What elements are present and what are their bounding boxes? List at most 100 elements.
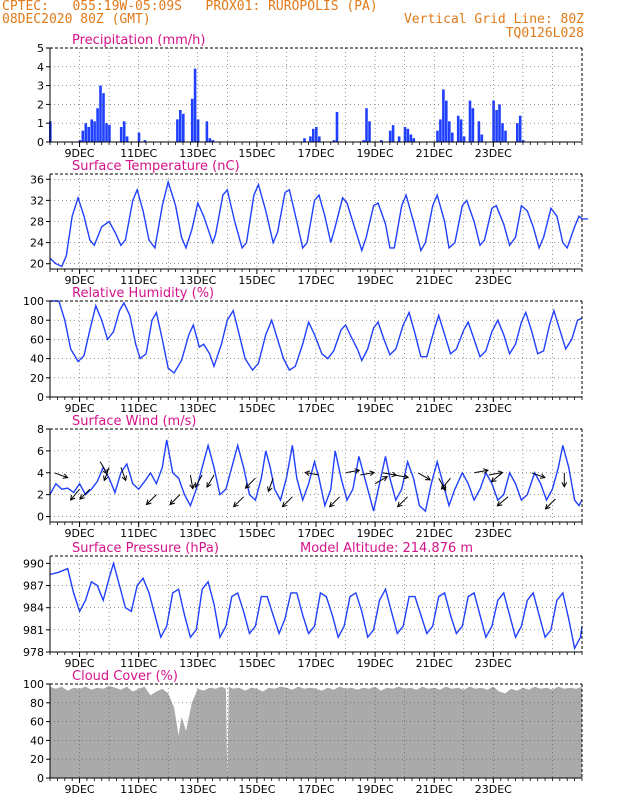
wind-arrow-head bbox=[267, 486, 273, 493]
cloud-cover-area bbox=[50, 685, 582, 778]
precip-bar bbox=[125, 136, 129, 142]
precip-bar bbox=[459, 119, 463, 142]
x-tick-label: 21DEC bbox=[416, 657, 453, 670]
x-tick-label: 11DEC bbox=[120, 402, 157, 415]
wind-arrow-head bbox=[544, 503, 551, 510]
y-tick-label: 3 bbox=[37, 80, 44, 93]
precip-bar bbox=[179, 110, 182, 142]
precip-bar bbox=[87, 127, 90, 142]
y-tick-label: 80 bbox=[30, 314, 44, 327]
x-tick-label: 23DEC bbox=[475, 527, 512, 540]
y-tick-label: 981 bbox=[23, 624, 44, 637]
precip-bar bbox=[409, 134, 413, 142]
y-tick-label: 60 bbox=[30, 333, 44, 346]
wind-arrow bbox=[474, 469, 488, 474]
x-tick-label: 23DEC bbox=[475, 274, 512, 287]
precip-bar bbox=[495, 110, 498, 142]
wind-series-line bbox=[49, 439, 583, 513]
wind-arrow-head bbox=[206, 482, 212, 489]
precip-bar bbox=[362, 140, 365, 142]
x-tick-label: 23DEC bbox=[475, 657, 512, 670]
x-tick-label: 13DEC bbox=[179, 783, 216, 796]
x-tick-label: 9DEC bbox=[65, 657, 95, 670]
wind-arrow-head bbox=[121, 475, 127, 482]
precip-bar bbox=[456, 115, 460, 142]
wind-arrow-head bbox=[382, 476, 389, 482]
y-tick-label: 28 bbox=[30, 216, 44, 229]
y-tick-label: 2 bbox=[37, 98, 44, 111]
wind-arrow bbox=[417, 472, 431, 481]
x-tick-label: 19DEC bbox=[357, 527, 394, 540]
y-tick-label: 1 bbox=[37, 117, 44, 130]
wind-title: Surface Wind (m/s) bbox=[72, 414, 196, 429]
precip-bar bbox=[448, 121, 451, 142]
wind-arrow-head bbox=[403, 473, 410, 480]
wind-arrow-head bbox=[354, 468, 361, 474]
wind-arrow bbox=[360, 472, 375, 476]
x-tick-label: 13DEC bbox=[179, 402, 216, 415]
wind-arrow-head bbox=[328, 501, 335, 508]
wind-arrow bbox=[194, 474, 203, 488]
wind-arrow bbox=[394, 474, 409, 478]
wind-arrow bbox=[206, 474, 215, 488]
wind-arrow bbox=[441, 477, 451, 490]
wind-arrow bbox=[146, 494, 157, 505]
precip-bar bbox=[406, 128, 410, 142]
wind-arrow bbox=[397, 496, 408, 508]
x-tick-label: 11DEC bbox=[120, 657, 157, 670]
precip-bar bbox=[99, 85, 102, 142]
precip-bar bbox=[468, 100, 472, 142]
x-tick-label: 21DEC bbox=[416, 527, 453, 540]
rh-series-line bbox=[50, 300, 583, 375]
wind-arrow-head bbox=[232, 501, 239, 508]
precip-bar bbox=[462, 136, 466, 142]
x-tick-label: 13DEC bbox=[179, 274, 216, 287]
pressure-series-line bbox=[49, 560, 583, 651]
wind-arrow-head bbox=[561, 482, 568, 488]
x-tick-label: 13DEC bbox=[179, 657, 216, 670]
y-tick-label: 4 bbox=[37, 467, 44, 480]
wind-arrow bbox=[189, 474, 194, 489]
precip-bar bbox=[439, 119, 442, 142]
x-tick-label: 19DEC bbox=[357, 402, 394, 415]
y-tick-label: 0 bbox=[37, 511, 44, 524]
precip-bar bbox=[205, 121, 209, 142]
y-tick-label: 100 bbox=[23, 678, 44, 691]
y-tick-label: 32 bbox=[30, 194, 44, 207]
wind-arrow bbox=[545, 498, 556, 510]
x-tick-label: 21DEC bbox=[416, 274, 453, 287]
x-tick-label: 17DEC bbox=[297, 274, 334, 287]
header-title: CPTEC: 055:19W-05:09S PROX01: RUROPOLIS … bbox=[2, 0, 378, 14]
precip-bar bbox=[412, 138, 416, 142]
cloud-title: Cloud Cover (%) bbox=[72, 669, 178, 684]
precip-bar bbox=[518, 115, 522, 142]
wind-arrow-head bbox=[440, 484, 447, 490]
x-tick-label: 19DEC bbox=[357, 783, 394, 796]
x-tick-label: 15DEC bbox=[238, 527, 275, 540]
y-tick-label: 987 bbox=[23, 580, 44, 593]
precip-bar bbox=[498, 104, 501, 142]
precip-bar bbox=[403, 127, 407, 142]
wind-arrow-head bbox=[496, 501, 503, 507]
x-tick-label: 19DEC bbox=[357, 274, 394, 287]
x-tick-label: 9DEC bbox=[65, 783, 95, 796]
y-tick-label: 20 bbox=[30, 258, 44, 271]
precip-bar bbox=[143, 140, 147, 142]
wind-arrow-head bbox=[62, 473, 69, 479]
x-tick-label: 21DEC bbox=[416, 783, 453, 796]
precip-bar bbox=[445, 100, 448, 142]
model-code: TQ0126L028 bbox=[505, 26, 584, 41]
precip-bar bbox=[137, 132, 141, 142]
x-tick-label: 19DEC bbox=[357, 147, 394, 160]
precip-bar bbox=[108, 125, 111, 142]
precip-bar bbox=[397, 136, 401, 142]
precip-bar bbox=[332, 140, 336, 142]
x-tick-label: 21DEC bbox=[416, 402, 453, 415]
precip-bar bbox=[303, 138, 306, 142]
wind-arrow-head bbox=[244, 483, 251, 489]
precip-bar bbox=[365, 108, 368, 142]
y-tick-label: 36 bbox=[30, 173, 44, 186]
precip-bar bbox=[78, 140, 82, 142]
precip-bar bbox=[471, 108, 475, 142]
